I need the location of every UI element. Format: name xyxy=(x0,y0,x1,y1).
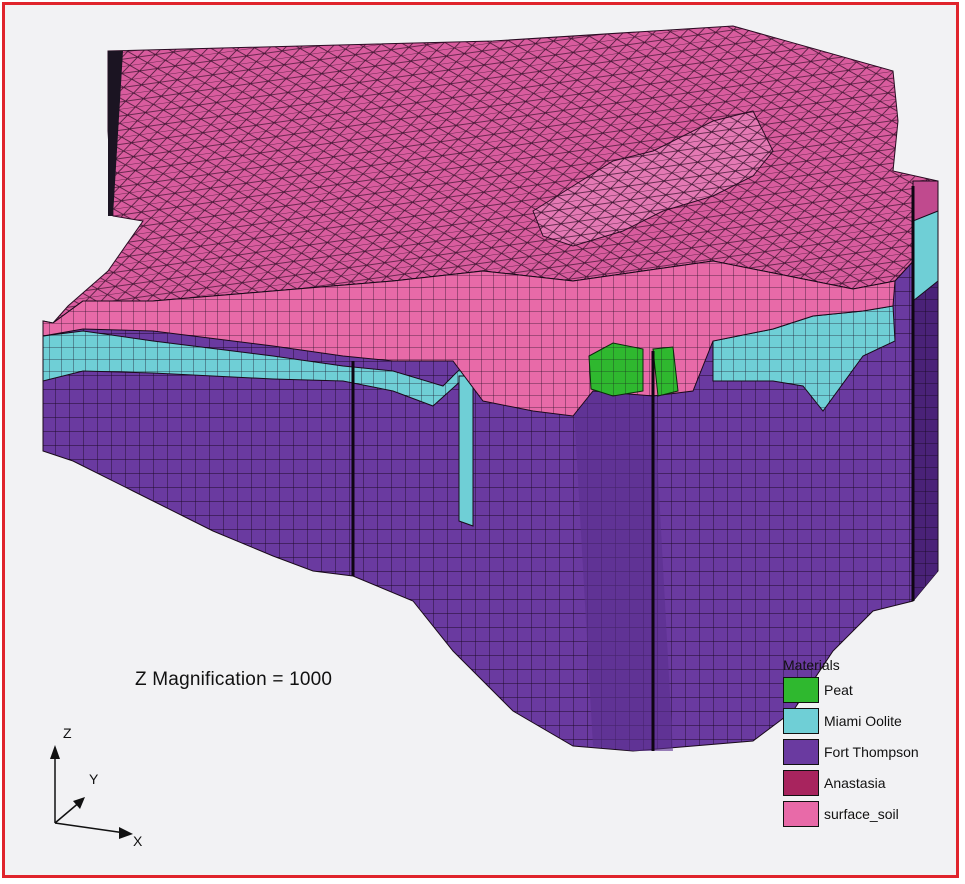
legend-item-anastasia: Anastasia xyxy=(783,770,943,796)
top-surface xyxy=(52,25,939,324)
legend-swatch xyxy=(783,770,819,796)
column-edges xyxy=(351,186,915,751)
legend-label: Peat xyxy=(824,682,853,698)
legend-label: surface_soil xyxy=(824,806,899,822)
legend-item-fort-thompson: Fort Thompson xyxy=(783,739,943,765)
model-viewport: Z Magnification = 1000 Materials Peat Mi… xyxy=(13,11,954,875)
axis-label-y: Y xyxy=(89,771,99,787)
legend-swatch xyxy=(783,708,819,734)
legend-item-surface-soil: surface_soil xyxy=(783,801,943,827)
surface-soil-layer xyxy=(42,180,939,417)
axis-triad-icon xyxy=(50,745,133,839)
magnification-label: Z Magnification = 1000 xyxy=(135,669,333,690)
axis-label-x: X xyxy=(133,833,143,849)
materials-legend: Materials Peat Miami Oolite Fort Thompso… xyxy=(783,657,943,832)
legend-label: Anastasia xyxy=(824,775,886,791)
legend-label: Miami Oolite xyxy=(824,713,902,729)
mesh-model xyxy=(42,25,939,752)
axis-label-z: Z xyxy=(63,725,72,741)
legend-title: Materials xyxy=(783,657,840,673)
peat-layer xyxy=(588,342,679,397)
legend-swatch xyxy=(783,739,819,765)
legend-swatch xyxy=(783,801,819,827)
legend-item-miami-oolite: Miami Oolite xyxy=(783,708,943,734)
legend-swatch xyxy=(783,677,819,703)
legend-item-peat: Peat xyxy=(783,677,943,703)
axis-triad: Z Y X xyxy=(35,723,155,853)
legend-label: Fort Thompson xyxy=(824,744,919,760)
